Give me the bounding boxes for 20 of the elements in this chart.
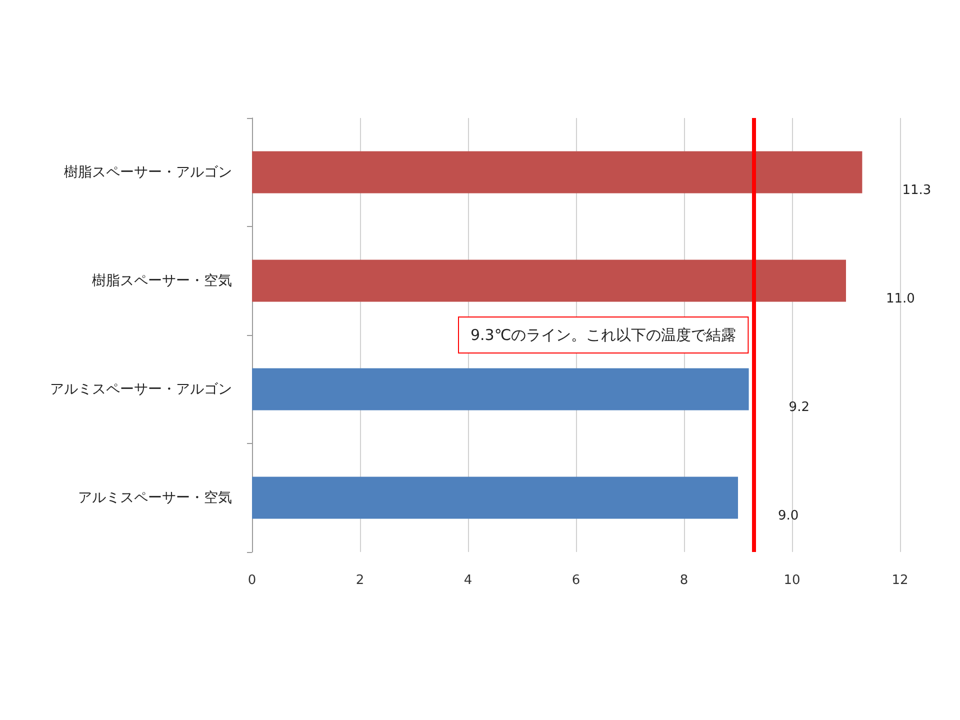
bar xyxy=(252,368,749,410)
y-tick-label: アルミスペーサー・アルゴン xyxy=(50,381,232,398)
x-tick-label: 2 xyxy=(356,573,364,588)
data-label: 9.2 xyxy=(788,400,810,415)
bar xyxy=(252,476,738,519)
x-tick-label: 6 xyxy=(572,573,580,588)
data-label: 9.0 xyxy=(778,508,799,524)
y-tick-label: アルミスペーサー・空気 xyxy=(78,490,232,506)
data-label: 11.3 xyxy=(902,182,932,198)
x-tick-label: 0 xyxy=(248,573,256,588)
x-tick-label: 10 xyxy=(784,573,800,588)
y-tick-label: 樹脂スペーサー・空気 xyxy=(92,272,232,289)
y-tick-label: 樹脂スペーサー・アルゴン xyxy=(64,164,232,180)
bar xyxy=(252,151,862,194)
x-tick-label: 12 xyxy=(892,573,908,588)
x-tick-label: 8 xyxy=(680,573,688,588)
x-tick-label: 4 xyxy=(464,573,472,588)
data-label: 11.0 xyxy=(886,291,915,306)
ref-line-label: 9.3℃のライン。これ以下の温度で結露 xyxy=(470,326,736,344)
bar xyxy=(252,260,846,302)
